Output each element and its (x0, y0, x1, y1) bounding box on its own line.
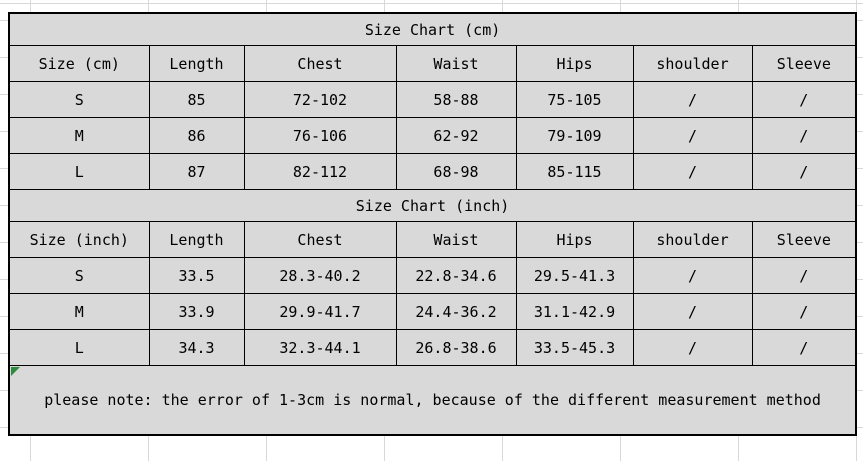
table-cell: 75-105 (515, 81, 634, 118)
table-cell: 32.3-44.1 (243, 329, 397, 366)
table-cell: 79-109 (515, 117, 634, 154)
error-indicator-icon (11, 367, 20, 376)
column-header: Size (inch) (8, 221, 150, 258)
column-header: Sleeve (751, 221, 857, 258)
table-cell: 62-92 (395, 117, 517, 154)
row-label-cell: M (8, 117, 150, 154)
column-header: Length (148, 221, 245, 258)
table-cell: 58-88 (395, 81, 517, 118)
table-cell: / (751, 293, 857, 330)
table-cell: / (632, 153, 753, 190)
table-cell: / (632, 293, 753, 330)
table-cell: 85-115 (515, 153, 634, 190)
table-cell: 29.9-41.7 (243, 293, 397, 330)
column-header: shoulder (632, 221, 753, 258)
table-cell: 82-112 (243, 153, 397, 190)
table-title-inch: Size Chart (inch) (8, 189, 857, 222)
table-row: please note: the error of 1-3cm is norma… (8, 365, 857, 436)
table-cell: / (751, 153, 857, 190)
column-header: Chest (243, 45, 397, 82)
column-header: Waist (395, 45, 517, 82)
table-cell: 22.8-34.6 (395, 257, 517, 294)
column-header: Chest (243, 221, 397, 258)
table-row: Size (cm) Length Chest Waist Hips should… (8, 45, 857, 82)
table-cell: / (751, 257, 857, 294)
table-row: M 33.9 29.9-41.7 24.4-36.2 31.1-42.9 / / (8, 293, 857, 330)
row-label-cell: S (8, 257, 150, 294)
column-header: Sleeve (751, 45, 857, 82)
table-cell: / (632, 257, 753, 294)
table-cell: / (751, 81, 857, 118)
table-cell: 31.1-42.9 (515, 293, 634, 330)
column-header: Hips (515, 45, 634, 82)
column-header: Hips (515, 221, 634, 258)
table-cell: 24.4-36.2 (395, 293, 517, 330)
table-cell: 34.3 (148, 329, 245, 366)
table-row: Size Chart (inch) (8, 189, 857, 222)
table-cell: / (751, 329, 857, 366)
row-label-cell: M (8, 293, 150, 330)
table-cell: 33.5-45.3 (515, 329, 634, 366)
row-label-cell: S (8, 81, 150, 118)
table-cell: / (632, 329, 753, 366)
table-cell: 26.8-38.6 (395, 329, 517, 366)
table-cell: 86 (148, 117, 245, 154)
table-cell: / (751, 117, 857, 154)
table-cell: 87 (148, 153, 245, 190)
note-cell: please note: the error of 1-3cm is norma… (8, 365, 857, 436)
table-cell: 28.3-40.2 (243, 257, 397, 294)
row-label-cell: L (8, 153, 150, 190)
table-row: L 87 82-112 68-98 85-115 / / (8, 153, 857, 190)
table-title-cm: Size Chart (cm) (8, 12, 857, 46)
table-cell: 85 (148, 81, 245, 118)
row-label-cell: L (8, 329, 150, 366)
table-cell: 33.5 (148, 257, 245, 294)
table-cell: 72-102 (243, 81, 397, 118)
table-row: S 33.5 28.3-40.2 22.8-34.6 29.5-41.3 / / (8, 257, 857, 294)
column-header: Waist (395, 221, 517, 258)
table-cell: 29.5-41.3 (515, 257, 634, 294)
size-chart-table: Size Chart (cm) Size (cm) Length Chest W… (8, 12, 858, 436)
table-cell: 33.9 (148, 293, 245, 330)
table-cell: / (632, 81, 753, 118)
table-row: Size Chart (cm) (8, 12, 857, 46)
table-row: S 85 72-102 58-88 75-105 / / (8, 81, 857, 118)
table-cell: 76-106 (243, 117, 397, 154)
column-header: Length (148, 45, 245, 82)
table-row: Size (inch) Length Chest Waist Hips shou… (8, 221, 857, 258)
table-cell: / (632, 117, 753, 154)
note-text: please note: the error of 1-3cm is norma… (44, 391, 821, 409)
table-row: L 34.3 32.3-44.1 26.8-38.6 33.5-45.3 / / (8, 329, 857, 366)
column-header: Size (cm) (8, 45, 150, 82)
table-cell: 68-98 (395, 153, 517, 190)
table-row: M 86 76-106 62-92 79-109 / / (8, 117, 857, 154)
column-header: shoulder (632, 45, 753, 82)
